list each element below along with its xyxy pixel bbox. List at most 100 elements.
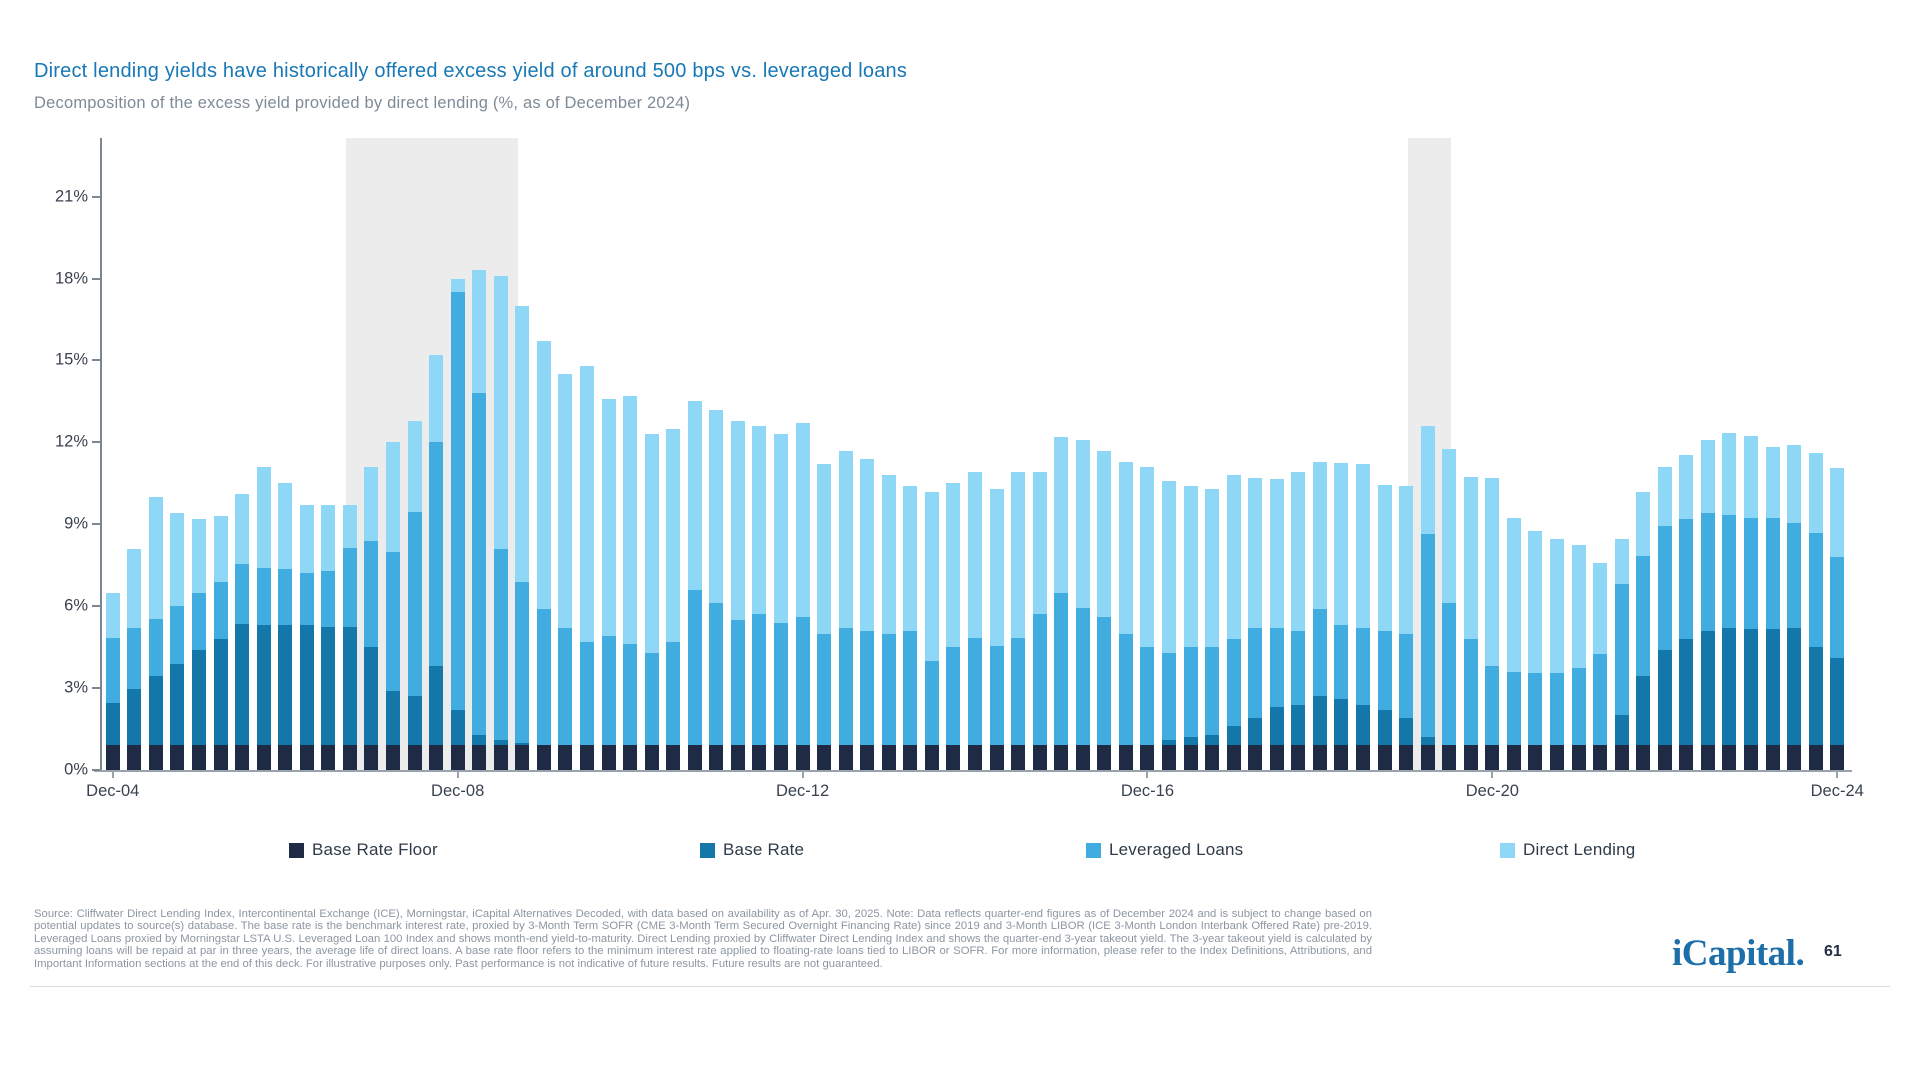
segment-base-rate	[1830, 658, 1845, 746]
segment-base-rate-floor	[1399, 745, 1414, 770]
segment-leveraged-loans	[1550, 673, 1564, 746]
segment-leveraged-loans	[364, 540, 379, 648]
segment-direct-lending	[1162, 480, 1176, 653]
segment-base-rate	[1377, 709, 1392, 746]
segment-base-rate	[1636, 675, 1651, 746]
x-axis-tick	[456, 770, 459, 778]
segment-base-rate-floor	[1054, 745, 1069, 770]
segment-base-rate-floor	[730, 745, 745, 770]
bar-Dec-07	[364, 138, 379, 770]
segment-base-rate-floor	[1593, 745, 1608, 770]
bar-Jun-10	[580, 138, 594, 770]
segment-leveraged-loans	[1291, 630, 1306, 705]
segment-base-rate	[1808, 647, 1823, 746]
segment-leveraged-loans	[644, 652, 659, 746]
bar-Sep-08	[429, 138, 444, 770]
segment-base-rate-floor	[903, 745, 918, 770]
segment-leveraged-loans	[256, 568, 271, 626]
segment-leveraged-loans	[1528, 673, 1543, 746]
segment-base-rate-floor	[1097, 745, 1112, 770]
bar-Mar-12	[730, 138, 745, 770]
segment-base-rate-floor	[795, 745, 810, 770]
segment-base-rate-floor	[1420, 745, 1435, 770]
segment-leveraged-loans	[666, 641, 681, 746]
segment-base-rate	[1356, 704, 1370, 746]
segment-direct-lending	[1485, 477, 1500, 667]
segment-direct-lending	[321, 505, 336, 571]
segment-direct-lending	[774, 434, 788, 623]
stacked-bar-chart: 0% 3% 6% 9% 12% 15% 18% 21% Dec-04 Dec-08 Dec-12 De…	[55, 138, 1864, 800]
segment-leveraged-loans	[472, 393, 487, 735]
segment-direct-lending	[1377, 484, 1392, 631]
segment-base-rate-floor	[1162, 745, 1176, 770]
bar-Mar-17	[1162, 138, 1176, 770]
bar-Jun-08	[407, 138, 422, 770]
segment-base-rate-floor	[213, 745, 228, 770]
segment-base-rate-floor	[515, 745, 530, 770]
bar-Jun-17	[1183, 138, 1198, 770]
segment-direct-lending	[1075, 439, 1090, 608]
segment-direct-lending	[924, 491, 939, 661]
segment-base-rate-floor	[601, 745, 616, 770]
segment-direct-lending	[730, 420, 745, 620]
segment-leveraged-loans	[860, 630, 875, 746]
segment-base-rate-floor	[1765, 745, 1780, 770]
segment-base-rate	[1334, 699, 1349, 746]
x-axis-label: Dec-20	[1465, 782, 1519, 800]
segment-base-rate-floor	[752, 745, 767, 770]
segment-leveraged-loans	[321, 570, 336, 627]
x-axis-label: Dec-08	[431, 782, 485, 800]
segment-base-rate	[1787, 628, 1802, 746]
segment-base-rate	[472, 734, 487, 746]
segment-base-rate-floor	[127, 745, 142, 770]
segment-base-rate-floor	[1722, 745, 1737, 770]
segment-base-rate	[1722, 628, 1737, 746]
segment-base-rate	[213, 638, 228, 746]
segment-leveraged-loans	[924, 660, 939, 746]
segment-base-rate-floor	[1032, 745, 1047, 770]
segment-leveraged-loans	[1399, 633, 1414, 719]
bar-Sep-21	[1550, 138, 1564, 770]
segment-base-rate-floor	[472, 745, 487, 770]
segment-leveraged-loans	[1506, 671, 1521, 746]
bar-Dec-13	[881, 138, 896, 770]
segment-base-rate-floor	[450, 745, 465, 770]
segment-leveraged-loans	[407, 512, 422, 697]
bar-Mar-09	[472, 138, 487, 770]
bar-Jun-15	[1011, 138, 1026, 770]
bar-Dec-11	[709, 138, 724, 770]
segment-leveraged-loans	[903, 630, 918, 746]
segment-direct-lending	[127, 548, 142, 629]
segment-base-rate-floor	[860, 745, 875, 770]
segment-direct-lending	[1291, 472, 1306, 631]
segment-base-rate-floor	[1485, 745, 1500, 770]
segment-base-rate-floor	[838, 745, 853, 770]
segment-base-rate-floor	[1334, 745, 1349, 770]
legend-item-base-rate: Base Rate	[700, 840, 804, 860]
bar-Jun-09	[493, 138, 508, 770]
segment-leveraged-loans	[1075, 607, 1090, 746]
segment-base-rate	[105, 703, 120, 746]
segment-base-rate	[127, 689, 142, 746]
segment-base-rate	[1312, 696, 1327, 746]
segment-base-rate	[1205, 734, 1220, 746]
segment-leveraged-loans	[105, 637, 120, 704]
segment-base-rate	[407, 696, 422, 746]
bar-Jun-19	[1356, 138, 1370, 770]
bar-Jun-11	[666, 138, 681, 770]
segment-leveraged-loans	[1334, 625, 1349, 700]
segment-direct-lending	[192, 518, 206, 593]
segment-direct-lending	[256, 467, 271, 568]
segment-base-rate	[515, 742, 530, 746]
y-axis-tick	[92, 769, 100, 771]
segment-base-rate-floor	[1205, 745, 1220, 770]
segment-base-rate	[148, 675, 163, 746]
segment-base-rate-floor	[1269, 745, 1284, 770]
bar-Sep-16	[1118, 138, 1133, 770]
segment-direct-lending	[1118, 461, 1133, 634]
segment-direct-lending	[407, 420, 422, 513]
segment-base-rate-floor	[105, 745, 120, 770]
segment-direct-lending	[148, 497, 163, 619]
segment-base-rate-floor	[1118, 745, 1133, 770]
segment-direct-lending	[968, 472, 982, 638]
